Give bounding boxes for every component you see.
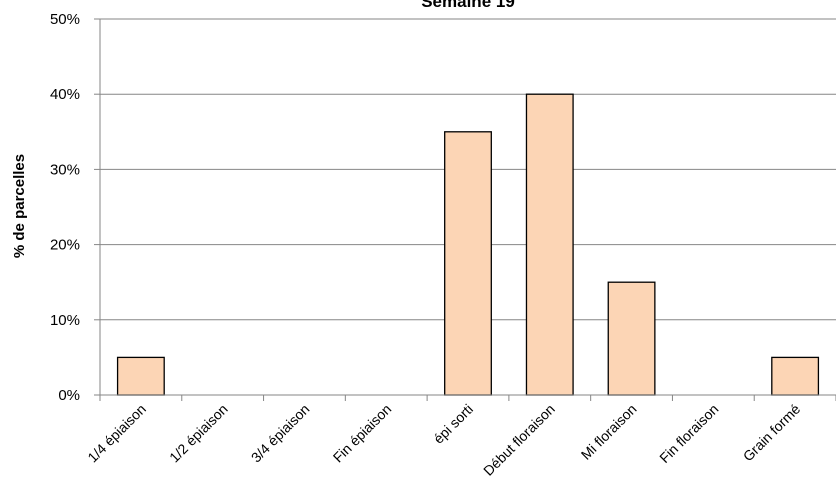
x-tick-label: 1/4 épiaison xyxy=(84,401,149,466)
chart-title: Semaine 19 xyxy=(421,0,515,11)
bar xyxy=(116,356,165,396)
x-tick-label: Fin épiaison xyxy=(330,401,395,466)
bar xyxy=(607,281,656,396)
bars xyxy=(116,93,820,396)
y-tick-label: 20% xyxy=(50,237,80,254)
x-tick-label: 3/4 épiaison xyxy=(248,401,313,466)
axes xyxy=(99,19,836,396)
y-tick-label: 40% xyxy=(50,86,80,103)
x-tick-label: épi sorti xyxy=(430,401,476,447)
x-tick-label: Grain formé xyxy=(740,401,804,465)
x-tick-label: Fin floraison xyxy=(656,401,721,466)
y-tick-label: 0% xyxy=(58,387,80,404)
x-tick-label: 1/2 épiaison xyxy=(166,401,231,466)
y-axis-label: % de parcelles xyxy=(11,154,28,258)
bar xyxy=(444,131,492,396)
x-tick-label: Début floraison xyxy=(480,401,558,479)
y-tick-label: 50% xyxy=(50,11,80,28)
bar xyxy=(771,356,820,396)
y-tick-label: 10% xyxy=(50,312,80,329)
x-tick-label: Mi floraison xyxy=(578,401,640,463)
y-tick-label: 30% xyxy=(50,161,80,178)
bar xyxy=(525,93,574,396)
y-ticks: 0% 10% 20% 30% 40% 50% xyxy=(50,11,100,404)
x-ticks: 1/4 épiaison 1/2 épiaison 3/4 épiaison Fin … xyxy=(84,395,836,479)
